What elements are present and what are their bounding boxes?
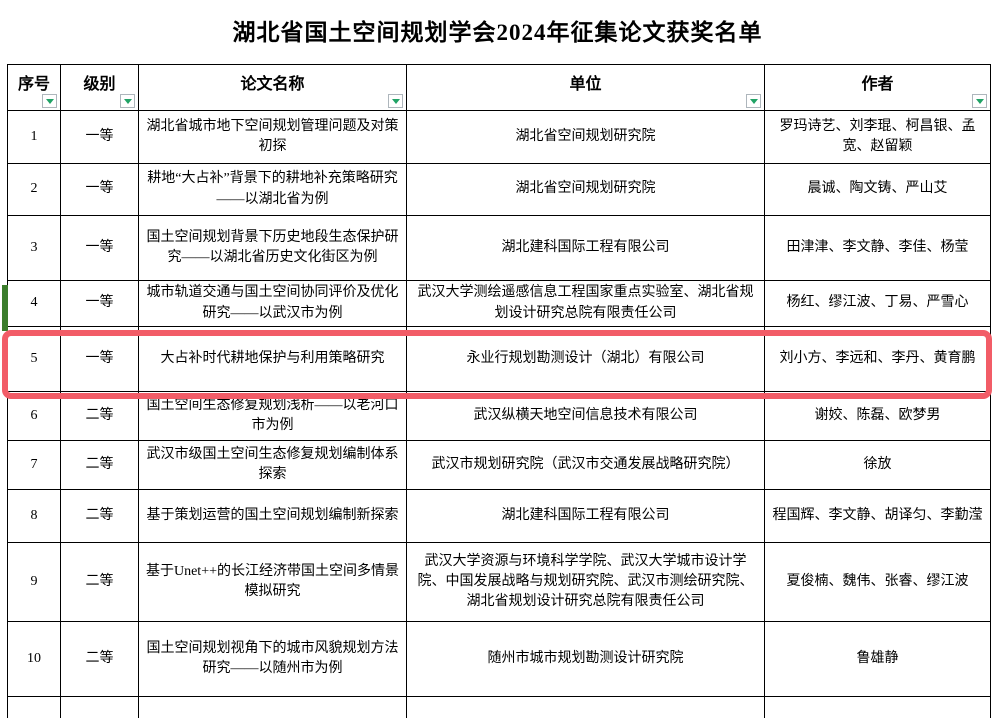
page-title: 湖北省国土空间规划学会2024年征集论文获奖名单: [232, 20, 763, 45]
awards-table: 序号 级别 论文名称 单位 作者: [7, 64, 991, 718]
cell-organization: 武汉纵横天地空间信息技术有限公司: [406, 391, 765, 441]
cell-authors: 徐放: [764, 440, 991, 490]
cell-organization: 随州市城市规划勘测设计研究院: [406, 621, 765, 697]
filter-dropdown-icon: [123, 98, 132, 104]
table-row: 1 一等 湖北省城市地下空间规划管理问题及对策初探 湖北省空间规划研究院 罗玛诗…: [7, 110, 991, 164]
cell-paper-title: 武汉市级国土空间生态修复规划编制体系探索: [138, 440, 407, 490]
cell-level: 二等: [60, 621, 139, 697]
cell-level: 一等: [60, 280, 139, 327]
cell-no: 10: [7, 621, 61, 697]
cell-paper-title: 基于Unet++的长江经济带国土空间多情景模拟研究: [138, 542, 407, 622]
cell-paper-title: 大占补时代耕地保护与利用策略研究: [138, 326, 407, 392]
col-header-org: 单位: [406, 64, 765, 111]
cell-level: 二等: [60, 391, 139, 441]
cell-authors: 谢姣、陈磊、欧梦男: [764, 391, 991, 441]
filter-dropdown-icon: [749, 98, 758, 104]
cell-authors: 程国辉、李文静、胡译匀、李勤滢: [764, 489, 991, 543]
cell-authors: 晨诚、陶文铸、严山艾: [764, 163, 991, 216]
table-row: 10 二等 国土空间规划视角下的城市风貌规划方法研究——以随州市为例 随州市城市…: [7, 621, 991, 697]
cell-level: 二等: [60, 489, 139, 543]
cell-organization: 湖北建科国际工程有限公司: [406, 489, 765, 543]
cell-organization: 武汉大学测绘遥感信息工程国家重点实验室、湖北省规划设计研究总院有限责任公司: [406, 280, 765, 327]
filter-button-authors[interactable]: [972, 94, 987, 108]
cell-paper-title: 基于策划运营的国土空间规划编制新探索: [138, 489, 407, 543]
col-header-authors-label: 作者: [861, 75, 894, 93]
cell-no: 9: [7, 542, 61, 622]
filter-dropdown-icon: [45, 98, 54, 104]
cell-authors: 田津津、李文静、李佳、杨莹: [764, 215, 991, 281]
header-row: 序号 级别 论文名称 单位 作者: [7, 64, 991, 111]
col-header-org-label: 单位: [569, 75, 602, 93]
cell-paper-title: 耕地“大占补”背景下的耕地补充策略研究——以湖北省为例: [138, 163, 407, 216]
cell-no: 2: [7, 163, 61, 216]
filter-button-paper[interactable]: [388, 94, 403, 108]
empty-partial-row: [7, 696, 991, 718]
table-row: 2 一等 耕地“大占补”背景下的耕地补充策略研究——以湖北省为例 湖北省空间规划…: [7, 163, 991, 216]
table-body: 1 一等 湖北省城市地下空间规划管理问题及对策初探 湖北省空间规划研究院 罗玛诗…: [7, 110, 991, 697]
cell-no: 1: [7, 110, 61, 164]
cell-empty: [7, 696, 61, 718]
cell-authors: 罗玛诗艺、刘李琨、柯昌银、孟宽、赵留颖: [764, 110, 991, 164]
cell-empty: [406, 696, 765, 718]
cell-organization: 永业行规划勘测设计（湖北）有限公司: [406, 326, 765, 392]
table-row: 3 一等 国土空间规划背景下历史地段生态保护研究——以湖北省历史文化街区为例 湖…: [7, 215, 991, 281]
cell-paper-title: 国土空间生态修复规划浅析——以老河口市为例: [138, 391, 407, 441]
table-row: 9 二等 基于Unet++的长江经济带国土空间多情景模拟研究 武汉大学资源与环境…: [7, 542, 991, 622]
cell-authors: 刘小方、李远和、李丹、黄育鹏: [764, 326, 991, 392]
partial-row-body: [7, 696, 991, 718]
cell-no: 6: [7, 391, 61, 441]
table-row: 7 二等 武汉市级国土空间生态修复规划编制体系探索 武汉市规划研究院（武汉市交通…: [7, 440, 991, 490]
cell-paper-title: 湖北省城市地下空间规划管理问题及对策初探: [138, 110, 407, 164]
cell-organization: 武汉大学资源与环境科学学院、武汉大学城市设计学院、中国发展战略与规划研究院、武汉…: [406, 542, 765, 622]
filter-dropdown-icon: [975, 98, 984, 104]
cell-level: 一等: [60, 326, 139, 392]
cell-no: 3: [7, 215, 61, 281]
cell-no: 4: [7, 280, 61, 327]
table-row: 4 一等 城市轨道交通与国土空间协同评价及优化研究——以武汉市为例 武汉大学测绘…: [7, 280, 991, 327]
col-header-no: 序号: [7, 64, 61, 111]
cell-level: 二等: [60, 542, 139, 622]
cell-empty: [764, 696, 991, 718]
cell-organization: 湖北省空间规划研究院: [406, 163, 765, 216]
cell-no: 8: [7, 489, 61, 543]
cell-paper-title: 城市轨道交通与国土空间协同评价及优化研究——以武汉市为例: [138, 280, 407, 327]
cell-level: 一等: [60, 110, 139, 164]
cell-organization: 湖北建科国际工程有限公司: [406, 215, 765, 281]
cell-authors: 夏俊楠、魏伟、张睿、缪江波: [764, 542, 991, 622]
col-header-paper-label: 论文名称: [240, 75, 305, 93]
cell-level: 一等: [60, 215, 139, 281]
filter-button-org[interactable]: [746, 94, 761, 108]
col-header-level: 级别: [60, 64, 139, 111]
cell-paper-title: 国土空间规划背景下历史地段生态保护研究——以湖北省历史文化街区为例: [138, 215, 407, 281]
cell-no: 5: [7, 326, 61, 392]
cell-level: 二等: [60, 440, 139, 490]
cell-authors: 杨红、缪江波、丁易、严雪心: [764, 280, 991, 327]
cell-no: 7: [7, 440, 61, 490]
cell-empty: [138, 696, 407, 718]
cell-organization: 武汉市规划研究院（武汉市交通发展战略研究院）: [406, 440, 765, 490]
cell-empty: [60, 696, 139, 718]
col-header-level-label: 级别: [83, 75, 116, 93]
filter-button-level[interactable]: [120, 94, 135, 108]
table-header: 序号 级别 论文名称 单位 作者: [7, 64, 991, 111]
col-header-authors: 作者: [764, 64, 991, 111]
filter-button-no[interactable]: [42, 94, 57, 108]
table-row: 6 二等 国土空间生态修复规划浅析——以老河口市为例 武汉纵横天地空间信息技术有…: [7, 391, 991, 441]
cell-authors: 鲁雄静: [764, 621, 991, 697]
col-header-paper: 论文名称: [138, 64, 407, 111]
cell-level: 一等: [60, 163, 139, 216]
cell-paper-title: 国土空间规划视角下的城市风貌规划方法研究——以随州市为例: [138, 621, 407, 697]
cell-organization: 湖北省空间规划研究院: [406, 110, 765, 164]
filter-dropdown-icon: [391, 98, 400, 104]
table-row-highlighted: 5 一等 大占补时代耕地保护与利用策略研究 永业行规划勘测设计（湖北）有限公司 …: [7, 326, 991, 392]
col-header-no-label: 序号: [17, 75, 50, 93]
table-row: 8 二等 基于策划运营的国土空间规划编制新探索 湖北建科国际工程有限公司 程国辉…: [7, 489, 991, 543]
